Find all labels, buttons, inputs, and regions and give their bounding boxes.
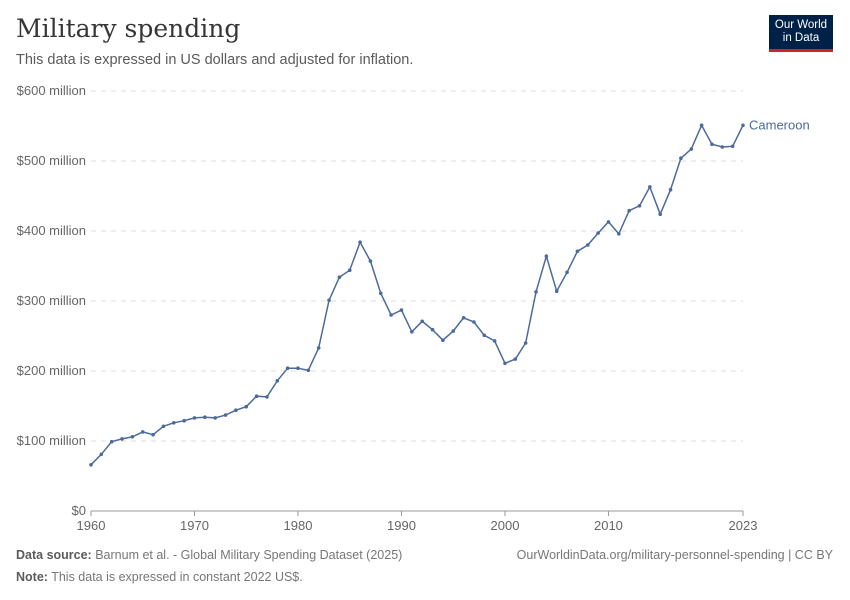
data-point <box>368 259 373 263</box>
x-tick-label: 2000 <box>491 518 520 533</box>
data-point <box>492 339 497 343</box>
data-point <box>192 416 197 420</box>
note-label: Note: <box>16 570 48 584</box>
data-point <box>741 123 745 128</box>
data-point <box>648 185 652 189</box>
series-label: Cameroon <box>749 117 810 132</box>
data-point <box>461 316 466 320</box>
data-point <box>306 368 311 373</box>
data-point <box>441 338 445 343</box>
data-point <box>679 156 683 160</box>
chart-subtitle: This data is expressed in US dollars and… <box>16 52 414 68</box>
data-point <box>275 379 280 383</box>
data-point <box>234 408 238 413</box>
data-point <box>285 366 290 371</box>
data-point <box>730 144 735 149</box>
data-point <box>296 366 300 371</box>
data-point <box>503 361 507 366</box>
data-point <box>430 327 435 332</box>
y-tick-label: $300 million <box>17 293 86 308</box>
data-point <box>606 220 611 224</box>
data-point <box>575 249 580 254</box>
y-tick-label: $100 million <box>17 433 86 448</box>
chart-title: Military spending <box>16 14 241 43</box>
note: Note: This data is expressed in constant… <box>16 570 303 584</box>
data-point <box>410 330 414 334</box>
data-point <box>585 243 590 247</box>
data-point <box>182 418 186 423</box>
data-point <box>316 346 321 350</box>
data-point <box>223 413 228 417</box>
data-point <box>99 452 104 457</box>
data-point <box>637 204 642 208</box>
data-point <box>130 435 135 439</box>
x-tick-label: 1970 <box>180 518 209 533</box>
data-point <box>378 291 383 296</box>
source-text[interactable]: Barnum et al. - Global Military Spending… <box>95 548 403 562</box>
data-point <box>244 404 249 409</box>
source-url[interactable]: OurWorldinData.org/military-personnel-sp… <box>516 548 833 562</box>
x-tick-label: 2010 <box>594 518 623 533</box>
y-tick-label: $600 million <box>17 83 86 98</box>
source-label: Data source: <box>16 548 92 562</box>
data-point <box>544 254 549 258</box>
series-line <box>90 123 744 466</box>
data-point <box>327 298 331 303</box>
owid-logo[interactable]: Our World in Data <box>769 15 833 52</box>
data-point <box>627 208 631 213</box>
data-point <box>337 275 342 280</box>
y-tick-label: $200 million <box>17 363 86 378</box>
data-point <box>347 268 352 273</box>
data-point <box>720 145 725 149</box>
data-point <box>171 421 176 425</box>
data-point <box>151 432 155 437</box>
data-point <box>472 320 476 324</box>
data-point <box>565 270 569 275</box>
data-point <box>596 231 600 235</box>
data-point <box>89 463 93 467</box>
data-point <box>140 430 145 434</box>
data-point <box>689 147 694 151</box>
data-point <box>699 123 704 128</box>
data-point <box>710 142 714 146</box>
data-point <box>399 308 404 312</box>
data-point <box>265 395 269 399</box>
data-point <box>203 415 207 420</box>
data-point <box>358 240 362 244</box>
data-point <box>420 319 424 324</box>
data-point <box>617 232 621 236</box>
data-point <box>523 341 528 345</box>
y-tick-label: $500 million <box>17 153 86 168</box>
data-point <box>554 289 559 294</box>
y-tick-label: $400 million <box>17 223 86 238</box>
data-point <box>161 424 166 429</box>
x-tick-label: 1990 <box>387 518 416 533</box>
data-point <box>451 329 456 333</box>
data-point <box>109 439 114 444</box>
data-point <box>254 394 259 399</box>
x-tick-label: 1980 <box>284 518 313 533</box>
data-point <box>534 290 538 294</box>
x-tick-label: 2023 <box>729 518 758 533</box>
data-point <box>213 416 217 420</box>
data-point <box>389 313 393 317</box>
note-text: This data is expressed in constant 2022 … <box>51 570 303 584</box>
data-point <box>120 437 124 441</box>
data-point <box>658 212 663 216</box>
x-tick-label: 1960 <box>77 518 106 533</box>
data-point <box>513 357 518 361</box>
y-tick-label: $0 <box>72 503 86 518</box>
data-source: Data source: Barnum et al. - Global Mili… <box>16 548 402 562</box>
data-point <box>668 187 673 192</box>
data-point <box>482 333 487 338</box>
